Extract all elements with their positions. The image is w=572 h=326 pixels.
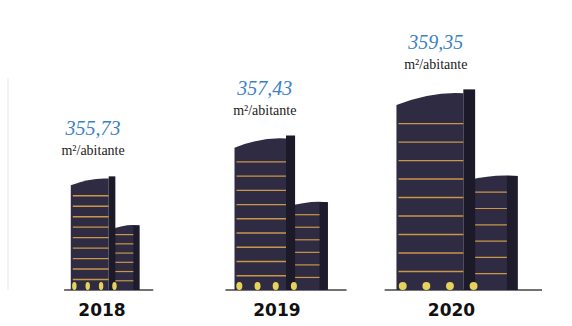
value-label: 359,35: [407, 31, 463, 53]
stripe: [114, 280, 134, 281]
tower-side: [286, 136, 295, 290]
stripe: [114, 234, 134, 235]
stripe: [471, 273, 507, 274]
stripe: [471, 241, 507, 242]
light: [470, 282, 478, 290]
stripe: [237, 261, 286, 262]
stripe: [237, 218, 286, 219]
unit-label: m²/abitante: [61, 143, 124, 158]
stripe: [292, 239, 319, 240]
building: [64, 176, 153, 290]
tower-small: [112, 225, 140, 290]
stripe: [398, 197, 463, 198]
light: [85, 282, 89, 290]
stripe: [114, 243, 134, 244]
category-label: 2019: [253, 300, 300, 320]
unit-label: m²/abitante: [233, 103, 296, 118]
tower-main: [396, 93, 463, 290]
category-label: 2020: [428, 300, 475, 320]
stripe: [398, 215, 463, 216]
tower-small: [290, 202, 328, 290]
stripe: [398, 252, 463, 253]
stripe: [471, 257, 507, 258]
stripe: [292, 264, 319, 265]
stripe: [114, 252, 134, 253]
stripe: [114, 262, 134, 263]
labels: 355,73 m²/abitante 2018 357,43 m²/abitante 20…: [61, 31, 475, 320]
light: [254, 282, 260, 290]
stripe: [398, 160, 463, 161]
tower-side: [109, 176, 116, 290]
tower-side: [463, 89, 475, 290]
stripe: [114, 271, 134, 272]
stripe: [237, 247, 286, 248]
stripe: [73, 258, 109, 259]
stripe: [73, 226, 109, 227]
stripe: [237, 232, 286, 233]
value-label: 355,73: [65, 117, 121, 139]
stripe: [398, 271, 463, 272]
stripe: [73, 195, 109, 196]
stripe: [398, 178, 463, 179]
stripe: [471, 192, 507, 193]
stripe: [73, 279, 109, 280]
stripe: [237, 275, 286, 276]
light: [399, 282, 407, 290]
light: [446, 282, 454, 290]
stripe: [73, 247, 109, 248]
stripe: [292, 214, 319, 215]
tower-main: [235, 138, 286, 290]
tower-side: [133, 225, 139, 290]
unit-label: m²/abitante: [404, 57, 467, 72]
stripe: [73, 216, 109, 217]
stripe: [471, 224, 507, 225]
stripe: [73, 206, 109, 207]
stripe: [292, 227, 319, 228]
stripe: [398, 234, 463, 235]
marks: [64, 89, 542, 290]
light: [72, 282, 76, 290]
tower-main: [71, 178, 109, 290]
light: [99, 282, 103, 290]
building: [225, 136, 346, 290]
light: [291, 282, 297, 290]
light: [273, 282, 279, 290]
stripe: [237, 161, 286, 162]
stripe: [398, 141, 463, 142]
value-label: 357,43: [236, 77, 292, 99]
stripe: [237, 204, 286, 205]
stripe: [73, 268, 109, 269]
stripe: [292, 277, 319, 278]
value-axis: [8, 78, 9, 290]
stripe: [73, 237, 109, 238]
chart: 355,73 m²/abitante 2018 357,43 m²/abitante 20…: [0, 0, 572, 326]
category-label: 2018: [78, 300, 125, 320]
light: [422, 282, 430, 290]
light: [112, 282, 116, 290]
tower-side: [320, 202, 328, 290]
stripe: [237, 190, 286, 191]
stripe: [292, 252, 319, 253]
tower-small: [469, 175, 518, 290]
stripe: [471, 208, 507, 209]
stripe: [237, 175, 286, 176]
light: [236, 282, 242, 290]
tower-side: [507, 176, 518, 290]
stripe: [398, 123, 463, 124]
building: [385, 89, 542, 290]
